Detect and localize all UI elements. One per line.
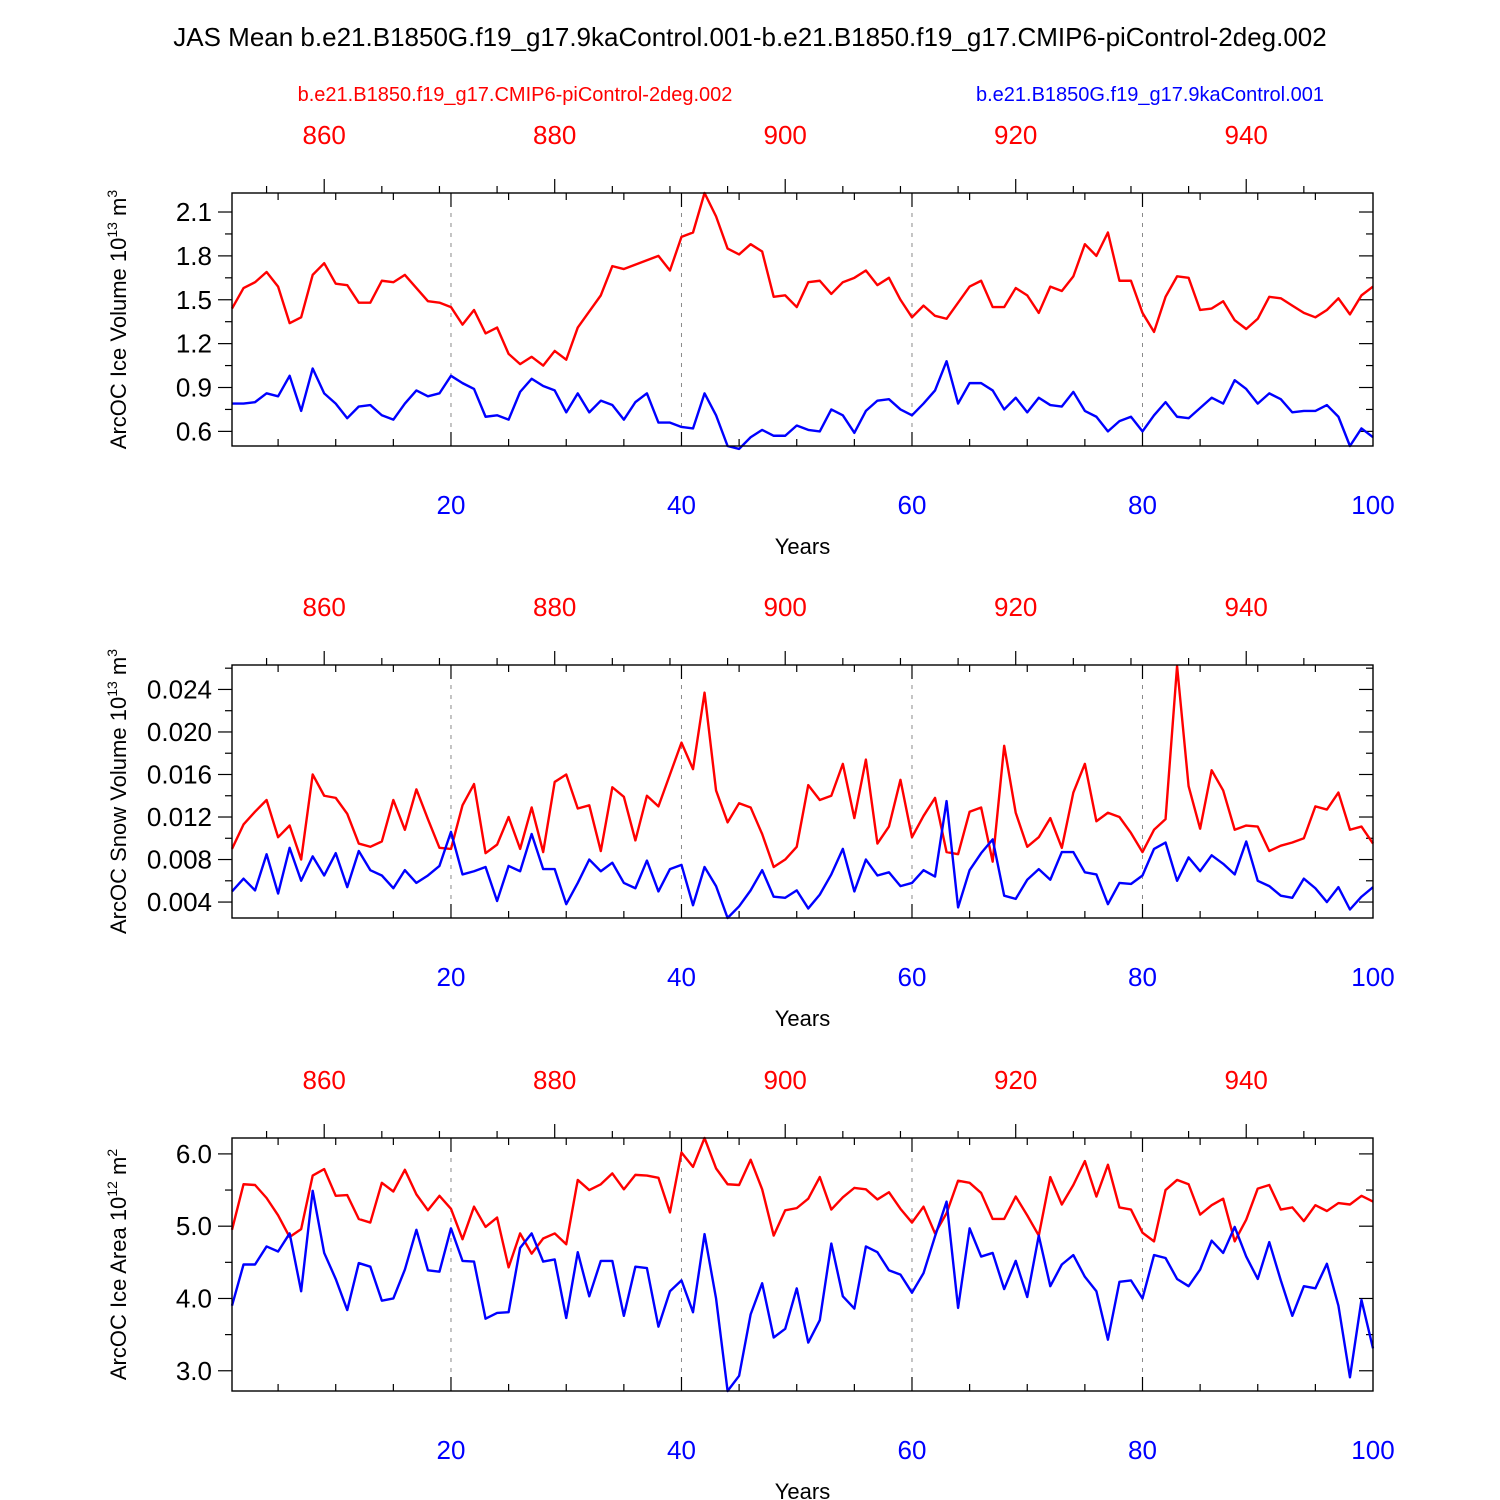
- panel-3-x-tick-label-top: 860: [303, 1065, 346, 1095]
- chart-panel-1: 860 880 900 920 940 20 40 60 80 100 Years 0.6 0.9 1.2…: [104, 120, 1395, 559]
- panel-2-x-tick-label-bottom: 80: [1128, 962, 1157, 992]
- panel-2-y-tick-label: 0.024: [147, 674, 212, 704]
- panel-2-x-tick-label-top: 880: [533, 592, 576, 622]
- panel-1-x-tick-label-top: 880: [533, 120, 576, 150]
- panel-2-x-tick-label-top: 900: [764, 592, 807, 622]
- panel-3-x-tick-label-bottom: 80: [1128, 1435, 1157, 1465]
- panel-1-series-red-line: [230, 191, 1374, 367]
- panel-3-plot-frame: [231, 1137, 1374, 1392]
- panel-2-y-tick-label: 0.004: [147, 887, 212, 917]
- panel-2-x-axis-title: Years: [775, 1006, 830, 1031]
- panel-1-x-axis-title: Years: [775, 534, 830, 559]
- chart-panel-3: 860 880 900 920 940 20 40 60 80 100 Years 3.0 4.0 5.0…: [104, 1065, 1395, 1500]
- panel-2-x-tick-label-bottom: 100: [1351, 962, 1394, 992]
- panel-3-series-blue-line: [230, 1189, 1375, 1393]
- panel-2-y-tick-label: 0.012: [147, 802, 212, 832]
- panel-1-x-tick-label-top: 860: [303, 120, 346, 150]
- panel-2-y-tick-label: 0.008: [147, 845, 212, 875]
- panel-1-y-tick-label: 1.5: [176, 285, 212, 315]
- panel-3-x-tick-label-top: 920: [994, 1065, 1037, 1095]
- panel-3-x-tick-label-bottom: 100: [1351, 1435, 1394, 1465]
- legend-red-label: b.e21.B1850.f19_g17.CMIP6-piControl-2deg…: [298, 84, 733, 106]
- panel-1-x-tick-label-top: 900: [764, 120, 807, 150]
- panel-1-x-tick-label-bottom: 40: [667, 490, 696, 520]
- main-title: JAS Mean b.e21.B1850G.f19_g17.9kaControl…: [173, 22, 1326, 52]
- panel-3-y-axis-title: ArcOC Ice Area 1012 m2: [104, 1149, 131, 1380]
- panel-2-x-tick-label-top: 860: [303, 592, 346, 622]
- panel-1-y-tick-label: 1.2: [176, 329, 212, 359]
- panel-3-x-tick-label-bottom: 20: [437, 1435, 466, 1465]
- panel-1-y-tick-label: 0.6: [176, 416, 212, 446]
- panel-3-x-tick-label-bottom: 60: [898, 1435, 927, 1465]
- panel-2-y-tick-label: 0.020: [147, 717, 212, 747]
- panel-3-x-axis-title: Years: [775, 1479, 830, 1500]
- legend-blue-label: b.e21.B1850G.f19_g17.9kaControl.001: [976, 84, 1324, 106]
- panel-3-y-tick-label: 4.0: [176, 1283, 212, 1313]
- panel-1-plot-frame: [231, 192, 1374, 447]
- chart-panels: 860 880 900 920 940 20 40 60 80 100 Years 0.6 0.9 1.2…: [104, 120, 1395, 1500]
- panel-1-x-tick-label-bottom: 60: [898, 490, 927, 520]
- panel-3-x-tick-label-top: 880: [533, 1065, 576, 1095]
- panel-3-series-red-line: [230, 1136, 1374, 1269]
- panel-3-y-tick-label: 6.0: [176, 1139, 212, 1169]
- panel-2-x-tick-label-top: 920: [994, 592, 1037, 622]
- panel-1-y-tick-label: 2.1: [176, 197, 212, 227]
- panel-1-x-tick-label-top: 920: [994, 120, 1037, 150]
- panel-2-series-blue-line: [231, 799, 1374, 920]
- panel-1-y-tick-label: 1.8: [176, 241, 212, 271]
- panel-1-y-tick-label: 0.9: [176, 373, 212, 403]
- panel-1-x-tick-label-bottom: 100: [1351, 490, 1394, 520]
- panel-2-x-tick-label-bottom: 40: [667, 962, 696, 992]
- panel-1-y-axis-title: ArcOC Ice Volume 1013 m3: [104, 190, 131, 450]
- panel-3-x-tick-label-top: 900: [764, 1065, 807, 1095]
- panel-1-x-tick-label-bottom: 20: [437, 490, 466, 520]
- panel-3-x-tick-label-bottom: 40: [667, 1435, 696, 1465]
- panel-1-x-tick-label-top: 940: [1225, 120, 1268, 150]
- panel-3-y-tick-label: 3.0: [176, 1356, 212, 1386]
- panel-2-series-red-line: [230, 664, 1374, 869]
- panel-1-series-blue-line: [232, 359, 1374, 451]
- chart-panel-2: 860 880 900 920 940 20 40 60 80 100 Years 0.004 0.00…: [104, 592, 1395, 1031]
- panel-3-x-tick-label-top: 940: [1225, 1065, 1268, 1095]
- panel-2-x-tick-label-bottom: 20: [437, 962, 466, 992]
- panel-2-y-axis-title: ArcOC Snow Volume 1013 m3: [104, 649, 131, 934]
- panel-1-x-tick-label-bottom: 80: [1128, 490, 1157, 520]
- panel-2-x-tick-label-bottom: 60: [898, 962, 927, 992]
- panel-2-plot-frame: [231, 664, 1374, 919]
- panel-2-x-tick-label-top: 940: [1225, 592, 1268, 622]
- panel-2-y-tick-label: 0.016: [147, 759, 212, 789]
- panel-3-y-tick-label: 5.0: [176, 1211, 212, 1241]
